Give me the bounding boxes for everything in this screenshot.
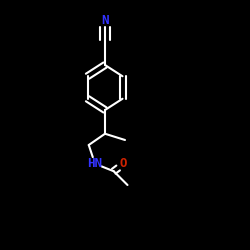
Text: O: O — [120, 157, 128, 170]
Text: HN: HN — [88, 157, 102, 170]
Text: N: N — [101, 14, 109, 26]
